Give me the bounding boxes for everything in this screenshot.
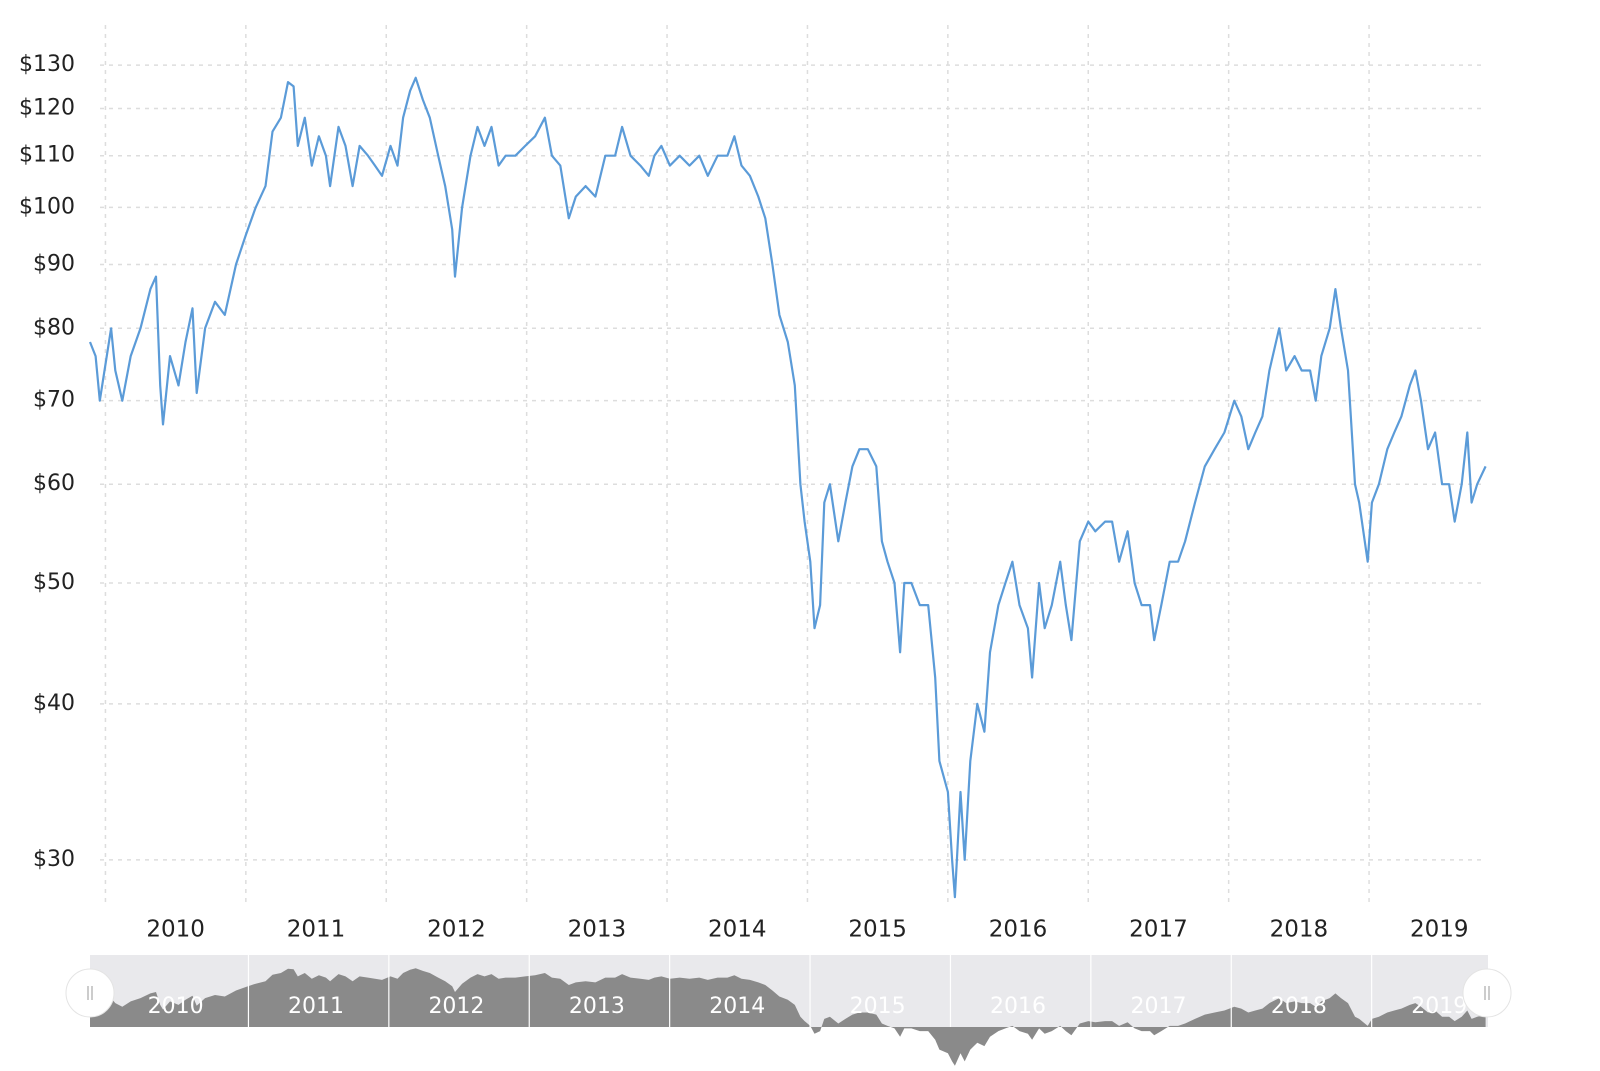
y-tick-label: $110: [19, 143, 75, 168]
x-tick-label: 2017: [1129, 917, 1188, 943]
navigator-label: 2019: [1411, 994, 1467, 1019]
navigator-label: 2013: [569, 994, 625, 1019]
navigator-label: 2018: [1271, 994, 1327, 1019]
y-tick-label: $120: [19, 96, 75, 121]
navigator-handle[interactable]: [1462, 968, 1512, 1018]
y-tick-label: $50: [33, 570, 75, 595]
navigator-label: 2012: [428, 994, 484, 1019]
x-tick-label: 2015: [848, 917, 907, 943]
x-tick-label: 2013: [568, 917, 627, 943]
x-tick-label: 2016: [989, 917, 1048, 943]
navigator-label: 2017: [1130, 994, 1186, 1019]
x-tick-label: 2014: [708, 917, 767, 943]
y-tick-label: $70: [33, 388, 75, 413]
y-tick-label: $100: [19, 194, 75, 219]
y-tick-label: $80: [33, 315, 75, 340]
x-tick-label: 2019: [1410, 917, 1469, 943]
y-tick-label: $30: [33, 847, 75, 872]
x-tick-label: 2011: [287, 917, 346, 943]
x-tick-label: 2012: [427, 917, 486, 943]
navigator-label: 2010: [148, 994, 204, 1019]
y-tick-label: $60: [33, 471, 75, 496]
y-tick-label: $90: [33, 251, 75, 276]
y-tick-label: $130: [19, 52, 75, 77]
navigator-label: 2011: [288, 994, 344, 1019]
navigator-handle[interactable]: [65, 968, 115, 1018]
y-tick-label: $40: [33, 691, 75, 716]
navigator-label: 2014: [709, 994, 765, 1019]
x-tick-label: 2018: [1270, 917, 1329, 943]
price-line: [88, 76, 1487, 899]
navigator-area: [90, 968, 1486, 1066]
navigator-label: 2016: [990, 994, 1046, 1019]
navigator-label: 2015: [850, 994, 906, 1019]
x-tick-label: 2010: [146, 917, 205, 943]
